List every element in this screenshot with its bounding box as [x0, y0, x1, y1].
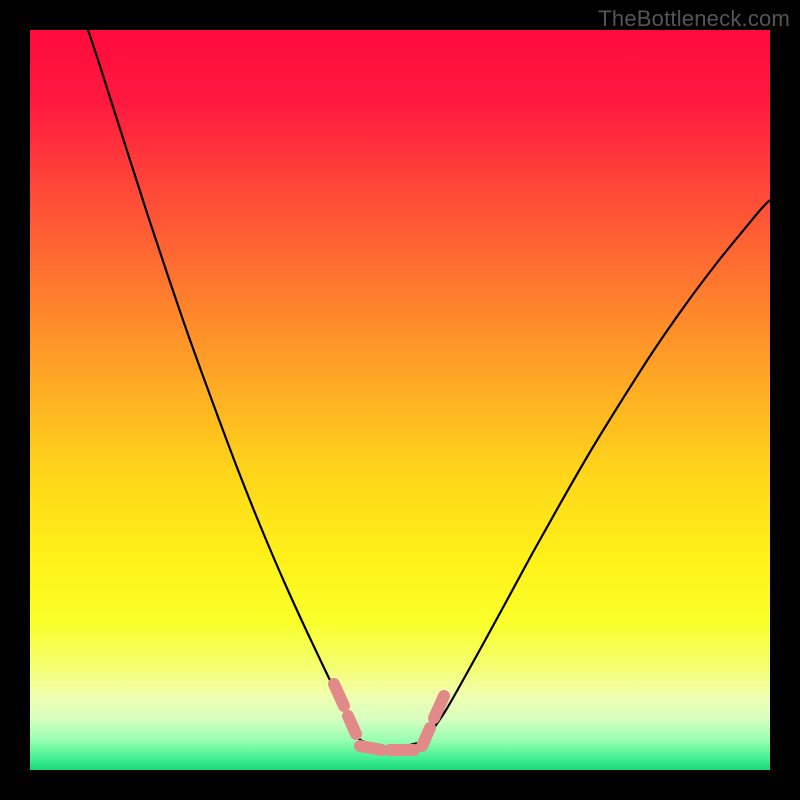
watermark-text: TheBottleneck.com — [598, 6, 790, 32]
curve-layer — [30, 30, 770, 770]
plot-area — [30, 30, 770, 770]
chart-frame: TheBottleneck.com — [0, 0, 800, 800]
highlight-dash — [422, 728, 430, 746]
curve-right — [426, 200, 770, 740]
highlight-dash — [360, 746, 382, 750]
highlight-dashes — [334, 684, 444, 750]
highlight-dash — [334, 684, 344, 706]
curve-left — [88, 30, 360, 740]
highlight-dash — [348, 716, 356, 734]
